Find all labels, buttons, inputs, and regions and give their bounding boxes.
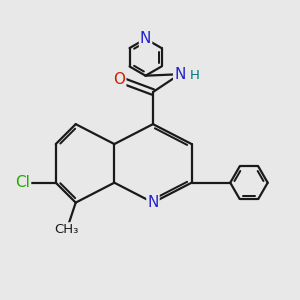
Text: N: N [140,31,151,46]
Text: N: N [174,67,185,82]
Text: N: N [147,195,159,210]
Text: Cl: Cl [15,175,30,190]
Text: H: H [190,69,200,82]
Text: CH₃: CH₃ [55,223,79,236]
Text: O: O [113,72,125,87]
